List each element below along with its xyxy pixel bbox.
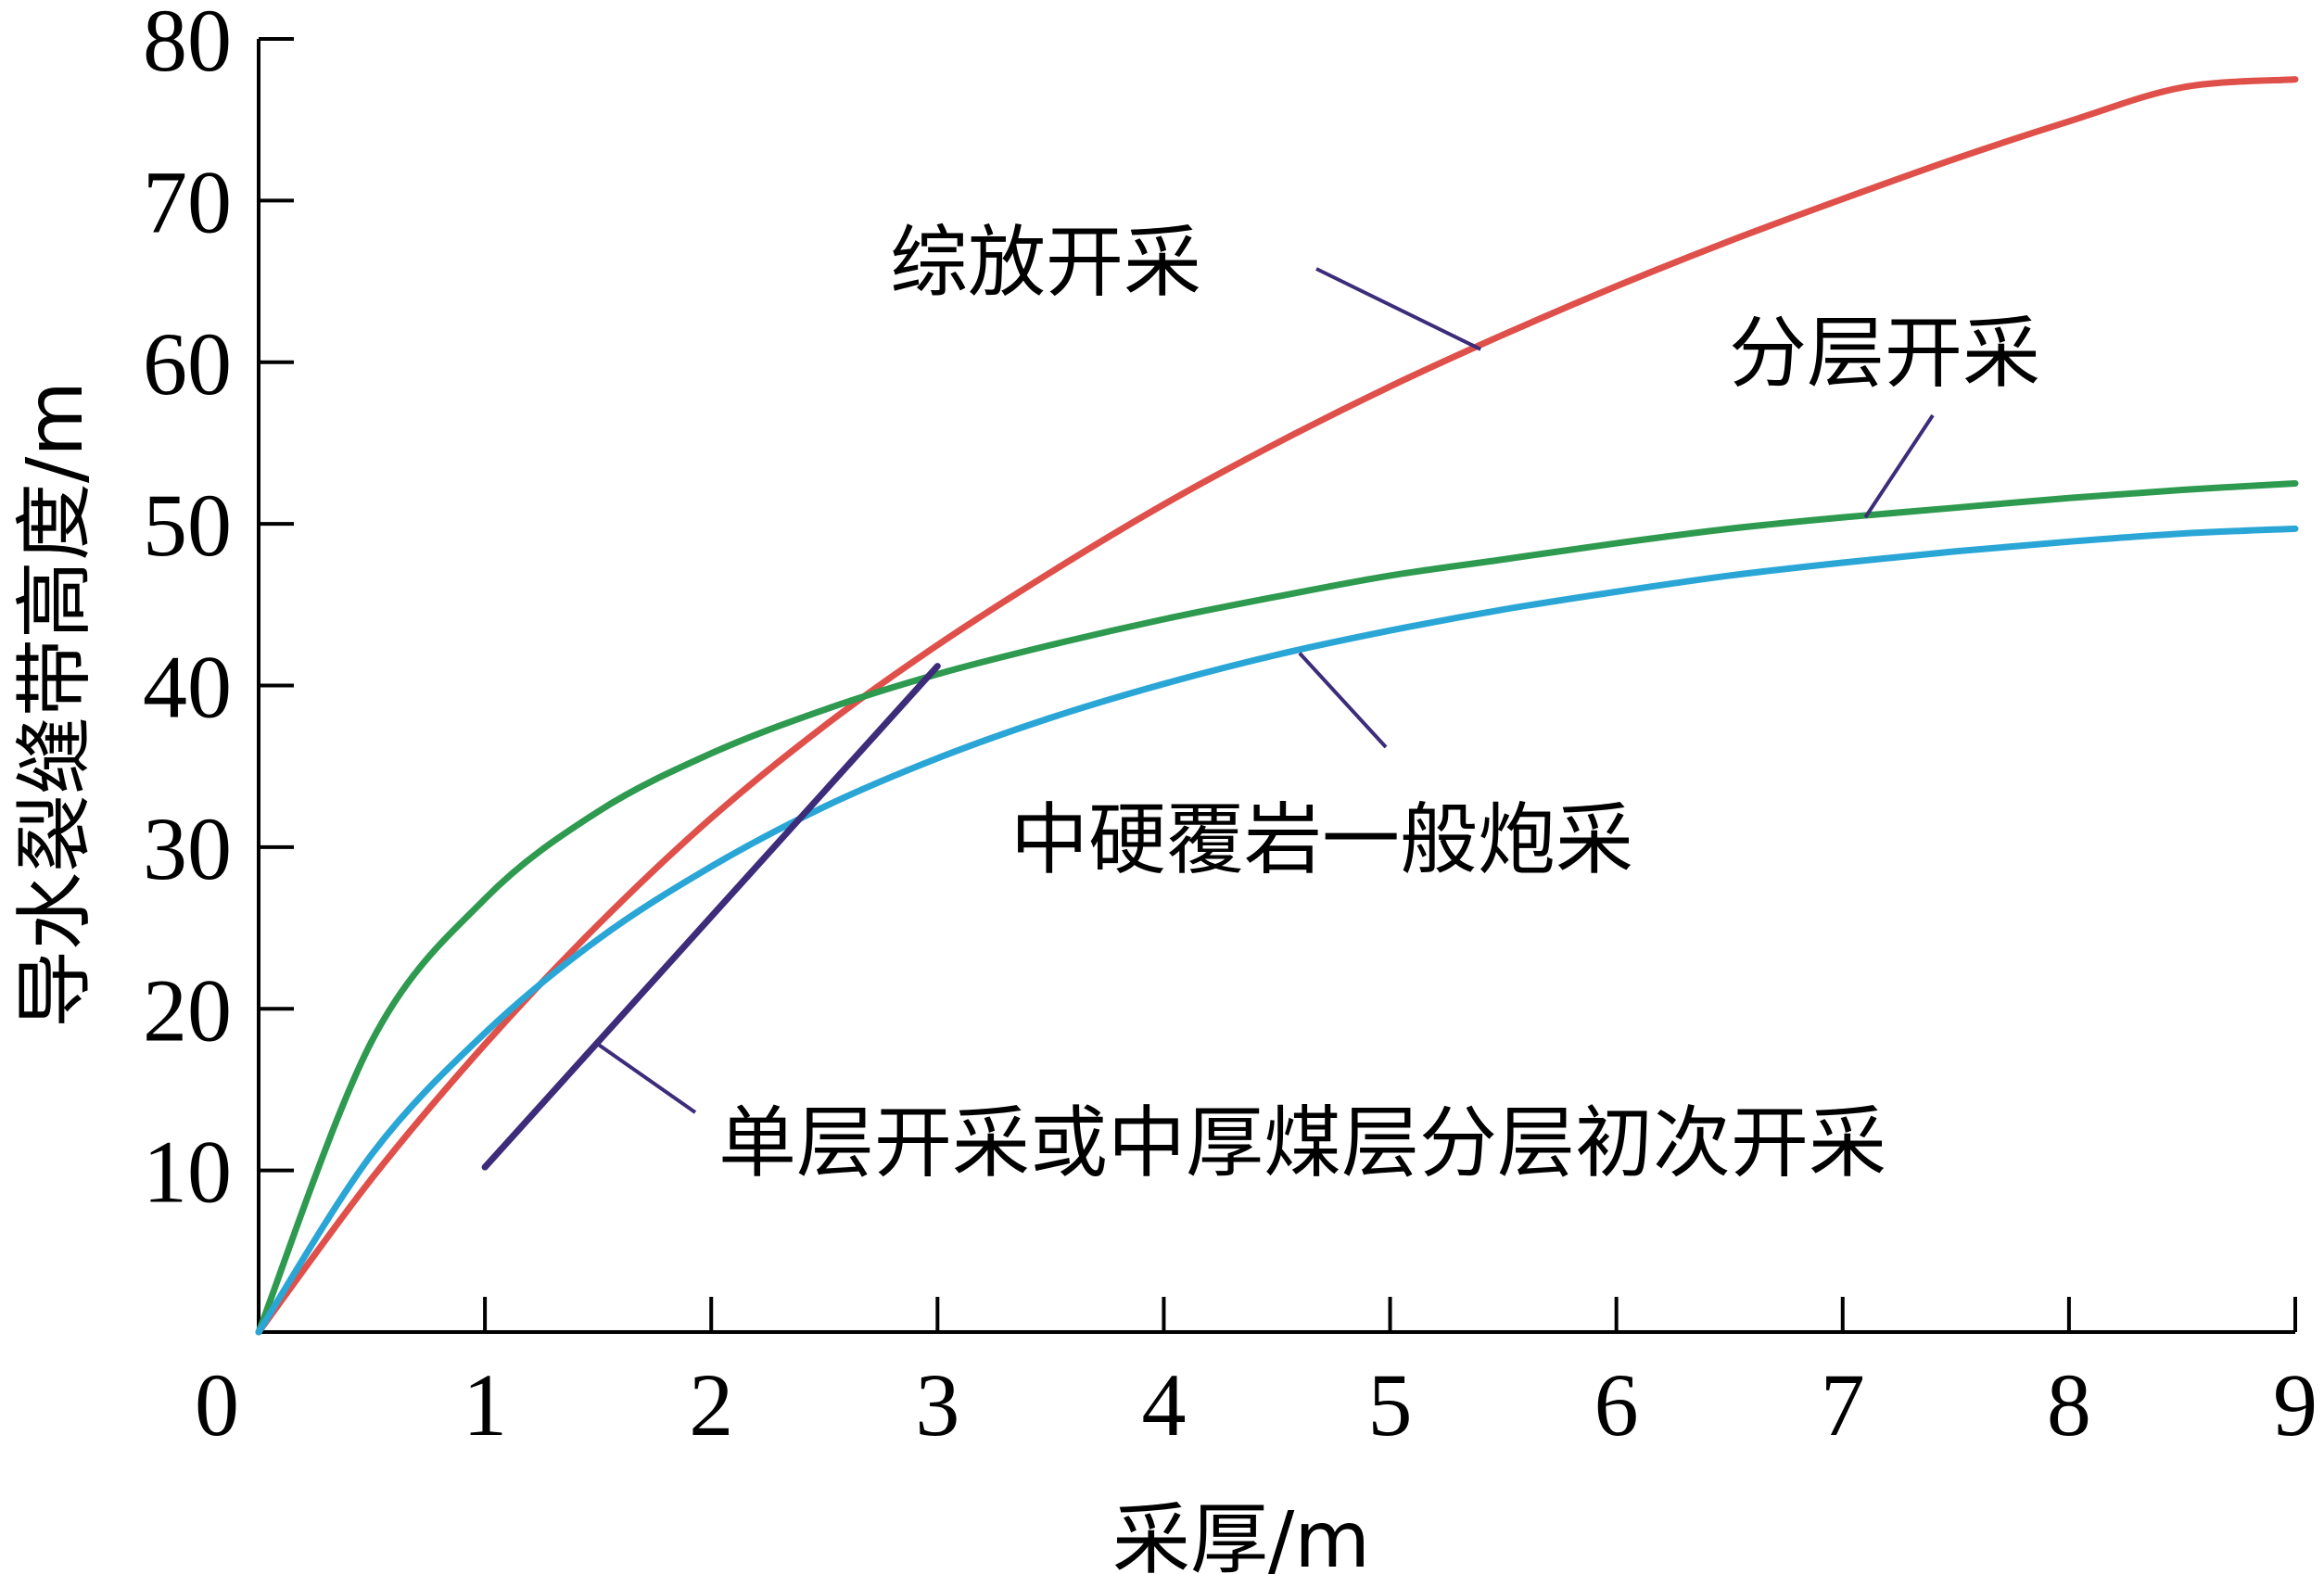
annotation-paocai: 中硬覆岩一般炮采: [1010, 794, 1633, 885]
x-tick-label: 9: [2273, 1355, 2318, 1454]
leader-danceng: [597, 1042, 697, 1114]
y-tick-label: 10: [143, 1123, 232, 1222]
x-tick-label: 5: [1368, 1355, 1413, 1454]
x-axis-title: 采厚/m: [1112, 1494, 1370, 1574]
leader-fenceng: [1863, 413, 1935, 519]
annotations: 综放开采 分层开采 中硬覆岩一般炮采 单层开采或中厚煤层分层初次开采: [718, 217, 2040, 1188]
leader-paocai: [1298, 652, 1388, 749]
x-tick-label: 1: [463, 1355, 507, 1454]
y-tick-label: 70: [143, 152, 232, 251]
y-tick-label: 50: [143, 476, 232, 575]
annotation-fenceng: 分层开采: [1729, 308, 2040, 399]
series-fenceng-line: [255, 480, 2299, 1336]
series-paocai-line: [255, 525, 2299, 1336]
y-tick-label: 40: [143, 638, 232, 737]
x-tick-label: 7: [1821, 1355, 1865, 1454]
x-tick-label: 0: [195, 1355, 239, 1454]
y-tick-label: 60: [143, 314, 232, 413]
series-zongfang-line: [255, 76, 2299, 1336]
y-tick-label: 80: [143, 0, 232, 90]
ticks: [259, 37, 2297, 1332]
x-tick-label: 4: [1141, 1355, 1186, 1454]
x-tick-label: 3: [915, 1355, 959, 1454]
annotation-leaders: [597, 267, 1935, 1114]
y-tick-label: 20: [143, 960, 232, 1060]
x-tick-label: 2: [689, 1355, 733, 1454]
series-layer: [255, 76, 2299, 1336]
y-axis-title: 导水裂缝带高度/m: [9, 381, 100, 1028]
series-danceng-line: [481, 663, 941, 1171]
x-tick-label: 8: [2047, 1355, 2091, 1454]
annotation-danceng: 单层开采或中厚煤层分层初次开采: [718, 1098, 1886, 1188]
tick-labels: 0 1 2 3 4 5 6 7 8 9 10 20 30 40 50 60 70 80: [143, 0, 2318, 1454]
annotation-zongfang: 综放开采: [890, 217, 1201, 308]
x-tick-label: 6: [1594, 1355, 1639, 1454]
leader-zongfang: [1315, 267, 1482, 351]
y-tick-label: 30: [143, 799, 232, 898]
